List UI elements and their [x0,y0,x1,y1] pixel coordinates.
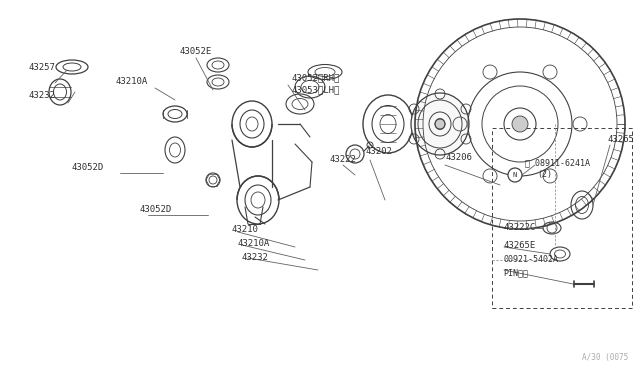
Circle shape [508,168,522,182]
Text: 43222C: 43222C [503,224,535,232]
Text: ⓝ 08911-6241A: ⓝ 08911-6241A [525,158,590,167]
Text: 43052D: 43052D [140,205,172,215]
Ellipse shape [435,119,445,129]
Text: 43265E: 43265E [503,241,535,250]
Text: 43052D: 43052D [72,164,104,173]
Text: PINビン: PINビン [503,269,528,278]
Text: 43232: 43232 [242,253,269,262]
Circle shape [512,116,528,132]
Text: A/30 (0075: A/30 (0075 [582,353,628,362]
Text: N: N [513,172,517,178]
Bar [492,128,632,308]
Text: 43053〈LH〉: 43053〈LH〉 [292,86,340,94]
Text: 43265: 43265 [608,135,635,144]
Text: 43206: 43206 [445,154,472,163]
Text: 43222: 43222 [330,155,357,164]
Text: 00921-5402A: 00921-5402A [503,256,558,264]
Text: 43202: 43202 [365,148,392,157]
Text: 43052〈RH〉: 43052〈RH〉 [292,74,340,83]
Text: 43210A: 43210A [238,238,270,247]
Text: 43257: 43257 [28,64,55,73]
Text: (2): (2) [537,170,552,180]
Text: 43232: 43232 [28,90,55,99]
Ellipse shape [411,93,469,155]
Text: 43210A: 43210A [115,77,147,87]
Text: 43052E: 43052E [180,48,212,57]
Text: 43210: 43210 [232,225,259,234]
